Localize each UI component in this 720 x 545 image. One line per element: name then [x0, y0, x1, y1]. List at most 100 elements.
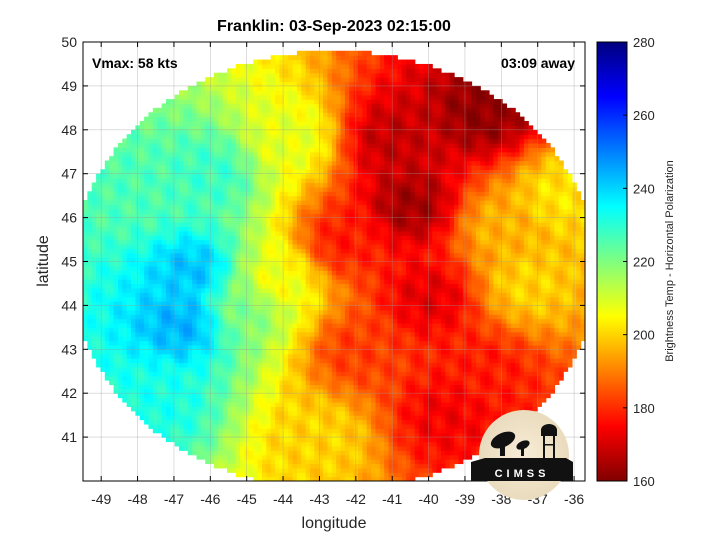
heatmap-cell — [480, 265, 486, 271]
heatmap-cell — [179, 274, 184, 280]
heatmap-cell — [183, 270, 189, 276]
heatmap-cell — [227, 279, 233, 285]
heatmap-cell — [301, 415, 307, 421]
heatmap-cell — [100, 336, 106, 342]
heatmap-cell — [323, 331, 329, 337]
heatmap-cell — [432, 261, 438, 267]
heatmap-cell — [519, 397, 525, 403]
heatmap-cell — [161, 318, 167, 324]
heatmap-cell — [144, 353, 150, 359]
heatmap-cell — [449, 309, 455, 315]
heatmap-cell — [253, 388, 259, 394]
heatmap-cell — [488, 336, 494, 342]
heatmap-cell — [275, 406, 281, 412]
heatmap-cell — [454, 437, 460, 443]
heatmap-cell — [406, 441, 411, 447]
heatmap-cell — [174, 432, 180, 438]
heatmap-cell — [296, 445, 302, 451]
heatmap-cell — [471, 437, 477, 443]
heatmap-cell — [318, 454, 324, 460]
heatmap-cell — [266, 432, 272, 438]
heatmap-cell — [493, 410, 499, 416]
heatmap-cell — [445, 336, 451, 342]
heatmap-cell — [458, 349, 464, 355]
heatmap-cell — [170, 261, 176, 267]
heatmap-cell — [314, 309, 320, 315]
heatmap-cell — [502, 257, 508, 263]
heatmap-cell — [270, 459, 276, 465]
heatmap-cell — [253, 371, 259, 377]
heatmap-cell — [301, 257, 307, 263]
heatmap-cell — [580, 318, 585, 324]
heatmap-cell — [414, 423, 420, 429]
heatmap-cell — [279, 393, 285, 399]
heatmap-cell — [96, 349, 102, 355]
heatmap-cell — [187, 318, 193, 324]
heatmap-cell — [366, 393, 372, 399]
heatmap-cell — [314, 371, 320, 377]
heatmap-cell — [344, 375, 350, 381]
heatmap-cell — [296, 454, 302, 460]
heatmap-cell — [235, 397, 241, 403]
heatmap-cell — [113, 274, 119, 280]
heatmap-cell — [388, 445, 394, 451]
heatmap-cell — [187, 257, 193, 263]
heatmap-cell — [218, 463, 224, 469]
heatmap-cell — [406, 305, 411, 311]
heatmap-cell — [209, 296, 215, 302]
heatmap-cell — [371, 349, 377, 355]
heatmap-cell — [392, 331, 398, 337]
heatmap-cell — [436, 292, 442, 298]
heatmap-cell — [218, 366, 224, 372]
heatmap-cell — [126, 397, 132, 403]
heatmap-cell — [436, 353, 442, 359]
heatmap-cell — [567, 296, 573, 302]
heatmap-cell — [406, 375, 411, 381]
heatmap-cell — [131, 349, 136, 355]
heatmap-cell — [340, 270, 346, 276]
heatmap-cell — [100, 257, 106, 263]
heatmap-cell — [558, 292, 564, 298]
heatmap-cell — [283, 445, 289, 451]
heatmap-cell — [510, 305, 516, 311]
heatmap-cell — [323, 358, 329, 364]
heatmap-cell — [340, 397, 346, 403]
heatmap-cell — [301, 344, 307, 350]
heatmap-cell — [327, 419, 333, 425]
heatmap-cell — [427, 336, 433, 342]
heatmap-cell — [454, 366, 460, 372]
heatmap-cell — [100, 274, 106, 280]
heatmap-cell — [340, 296, 346, 302]
heatmap-cell — [340, 384, 346, 390]
heatmap-cell — [305, 467, 311, 473]
heatmap-cell — [318, 301, 324, 306]
heatmap-cell — [550, 340, 556, 346]
heatmap-cell — [152, 322, 158, 328]
heatmap-cell — [253, 476, 259, 481]
heatmap-cell — [510, 327, 516, 333]
heatmap-cell — [170, 366, 176, 372]
heatmap-cell — [235, 340, 241, 346]
heatmap-cell — [192, 270, 198, 276]
heatmap-cell — [148, 331, 154, 337]
heatmap-cell — [392, 428, 398, 434]
heatmap-cell — [388, 401, 394, 407]
heatmap-cell — [257, 358, 263, 364]
heatmap-cell — [227, 366, 233, 372]
heatmap-cell — [397, 415, 403, 421]
heatmap-cell — [423, 265, 429, 271]
heatmap-cell — [183, 301, 189, 306]
heatmap-cell — [323, 327, 329, 333]
heatmap-cell — [397, 393, 403, 399]
heatmap-cell — [366, 322, 372, 328]
heatmap-cell — [117, 318, 123, 324]
heatmap-cell — [192, 265, 198, 271]
heatmap-cell — [379, 309, 385, 315]
heatmap-cell — [585, 279, 590, 284]
heatmap-cell — [222, 301, 228, 306]
heatmap-cell — [550, 371, 556, 377]
heatmap-cell — [340, 441, 346, 447]
heatmap-cell — [458, 270, 464, 276]
heatmap-cell — [157, 393, 163, 399]
heatmap-cell — [222, 459, 228, 465]
